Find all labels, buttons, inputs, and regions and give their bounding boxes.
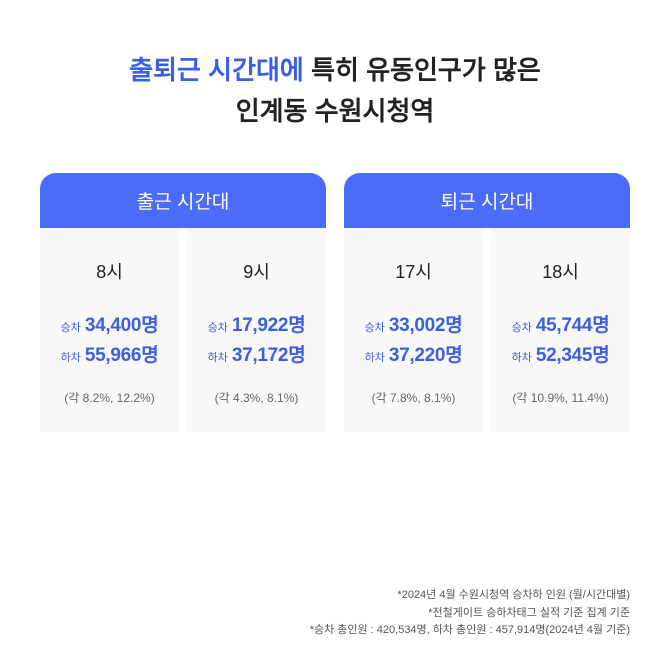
stat-row-alight: 하차 52,345명	[501, 340, 620, 367]
section-morning: 출근 시간대 8시 승차 34,400명 하차 55,966명 (각 8.2%,…	[40, 173, 326, 432]
stat-value-board: 33,002명	[389, 310, 463, 337]
percent-text: (각 7.8%, 8.1%)	[354, 389, 473, 406]
stat-row-board: 승차 45,744명	[501, 310, 620, 337]
title-line-2: 인계동 수원시청역	[40, 91, 630, 128]
stat-label-alight: 하차	[61, 349, 81, 365]
time-card: 18시 승차 45,744명 하차 52,345명 (각 10.9%, 11.4…	[491, 228, 630, 432]
time-label: 18시	[501, 258, 620, 284]
title-highlight: 출퇴근 시간대에	[129, 55, 304, 85]
stat-row-alight: 하차 37,220명	[354, 340, 473, 367]
time-card: 8시 승차 34,400명 하차 55,966명 (각 8.2%, 12.2%)	[40, 228, 179, 432]
section-header-evening: 퇴근 시간대	[344, 173, 630, 228]
title-line-1: 출퇴근 시간대에 특히 유동인구가 많은	[40, 50, 630, 87]
stat-value-alight: 52,345명	[536, 340, 610, 367]
footnote-line: *승차 총인원 : 420,534명, 하차 총인원 : 457,914명(20…	[40, 622, 630, 640]
time-label: 17시	[354, 258, 473, 284]
footnote-line: *전철게이트 승하차태그 실적 기준 집계 기준	[40, 605, 630, 623]
sections-container: 출근 시간대 8시 승차 34,400명 하차 55,966명 (각 8.2%,…	[40, 173, 630, 432]
stat-value-board: 17,922명	[232, 310, 306, 337]
stat-row-board: 승차 33,002명	[354, 310, 473, 337]
time-card: 9시 승차 17,922명 하차 37,172명 (각 4.3%, 8.1%)	[187, 228, 326, 432]
stat-row-board: 승차 17,922명	[197, 310, 316, 337]
stat-value-alight: 55,966명	[85, 340, 159, 367]
time-card: 17시 승차 33,002명 하차 37,220명 (각 7.8%, 8.1%)	[344, 228, 483, 432]
stat-label-alight: 하차	[512, 349, 532, 365]
footnote-line: *2024년 4월 수원시청역 승차하 인원 (월/시간대별)	[40, 587, 630, 605]
stat-row-alight: 하차 37,172명	[197, 340, 316, 367]
stat-row-alight: 하차 55,966명	[50, 340, 169, 367]
stat-value-alight: 37,172명	[232, 340, 306, 367]
percent-text: (각 4.3%, 8.1%)	[197, 389, 316, 406]
section-header-morning: 출근 시간대	[40, 173, 326, 228]
stat-row-board: 승차 34,400명	[50, 310, 169, 337]
time-label: 9시	[197, 258, 316, 284]
stat-label-board: 승차	[208, 319, 228, 335]
stat-label-alight: 하차	[208, 349, 228, 365]
main-title: 출퇴근 시간대에 특히 유동인구가 많은 인계동 수원시청역	[40, 50, 630, 128]
time-label: 8시	[50, 258, 169, 284]
footnotes: *2024년 4월 수원시청역 승차하 인원 (월/시간대별) *전철게이트 승…	[40, 587, 630, 640]
title-rest: 특히 유동인구가 많은	[304, 55, 541, 85]
stat-label-board: 승차	[61, 319, 81, 335]
stat-label-alight: 하차	[365, 349, 385, 365]
section-body-evening: 17시 승차 33,002명 하차 37,220명 (각 7.8%, 8.1%)…	[344, 228, 630, 432]
stat-value-board: 34,400명	[85, 310, 159, 337]
percent-text: (각 8.2%, 12.2%)	[50, 389, 169, 406]
stat-value-board: 45,744명	[536, 310, 610, 337]
stat-label-board: 승차	[512, 319, 532, 335]
percent-text: (각 10.9%, 11.4%)	[501, 389, 620, 406]
section-evening: 퇴근 시간대 17시 승차 33,002명 하차 37,220명 (각 7.8%…	[344, 173, 630, 432]
stat-label-board: 승차	[365, 319, 385, 335]
stat-value-alight: 37,220명	[389, 340, 463, 367]
section-body-morning: 8시 승차 34,400명 하차 55,966명 (각 8.2%, 12.2%)…	[40, 228, 326, 432]
